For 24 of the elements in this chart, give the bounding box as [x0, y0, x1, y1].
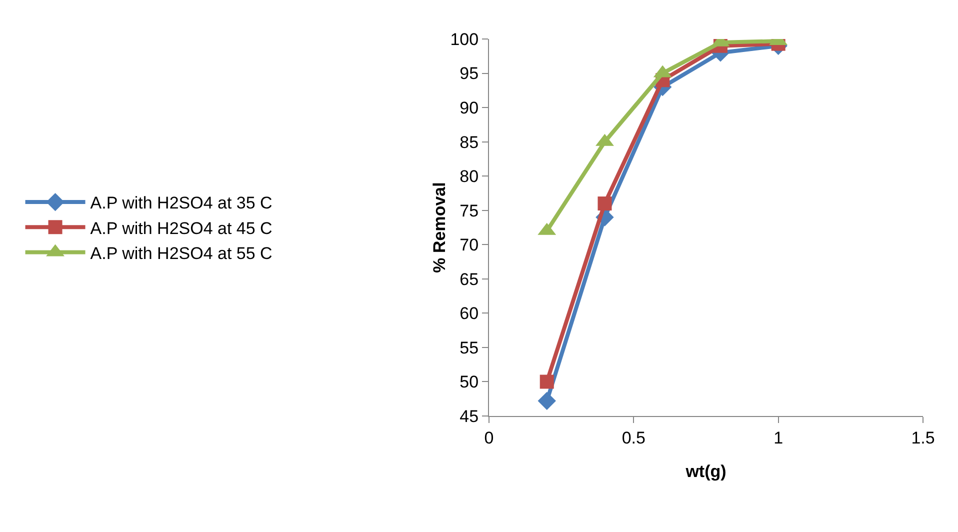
legend-label: A.P with H2SO4 at 55 C	[90, 244, 272, 263]
y-tick-label: 80	[460, 167, 479, 186]
x-tick-label: 1	[774, 428, 784, 448]
point	[538, 392, 556, 410]
x-axis-title: wt(g)	[684, 462, 726, 481]
y-tick-label: 90	[460, 98, 479, 118]
legend-label: A.P with H2SO4 at 45 C	[90, 218, 272, 238]
x-tick-label: 0	[484, 428, 494, 448]
y-tick-label: 50	[460, 372, 479, 392]
y-tick-label: 75	[460, 201, 479, 220]
y-tick-label: 95	[460, 64, 479, 84]
x-tick-label: 1.5	[911, 428, 935, 448]
legend-label: A.P with H2SO4 at 35 C	[90, 194, 272, 213]
y-tick-label: 70	[460, 236, 479, 255]
y-tick-label: 60	[460, 304, 479, 324]
y-tick-label: 85	[460, 132, 479, 152]
y-tick-label: 45	[460, 406, 479, 426]
y-tick-label: 65	[460, 270, 479, 289]
y-tick-label: 55	[460, 338, 479, 358]
y-axis-title: % Removal	[430, 182, 449, 273]
y-tick-label: 100	[450, 30, 479, 49]
point	[598, 196, 612, 211]
point	[540, 374, 554, 389]
x-tick-label: 0.5	[622, 428, 646, 448]
